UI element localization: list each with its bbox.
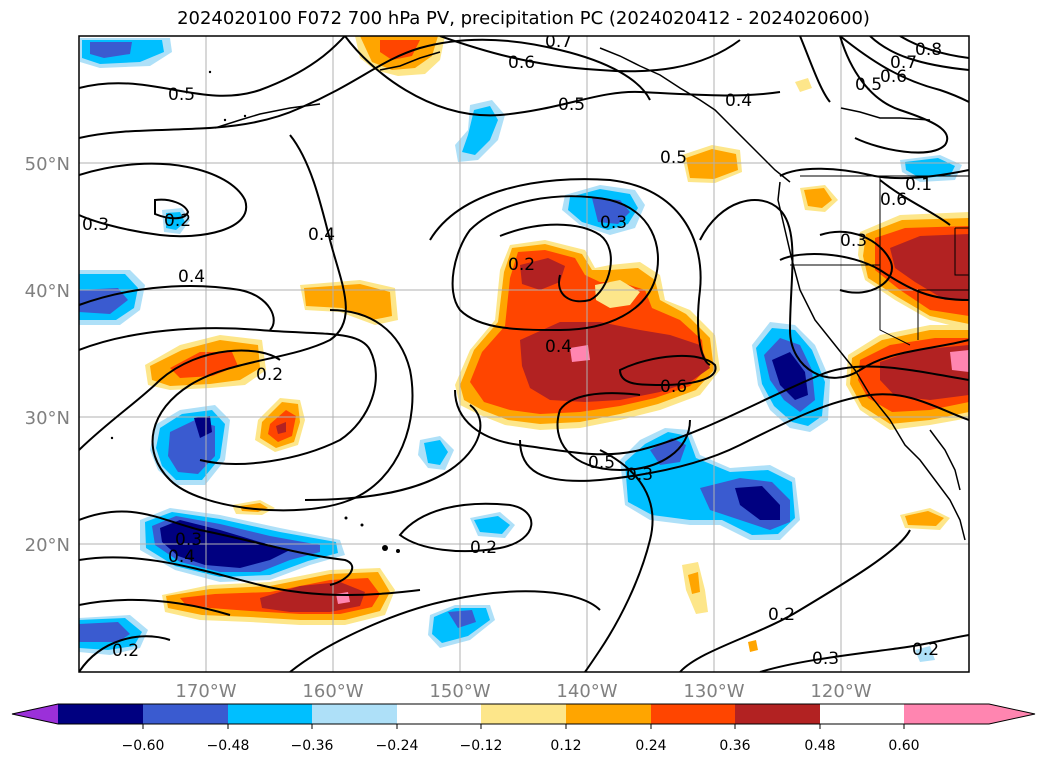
contour-label: 0.3 <box>840 231 867 251</box>
colorbar-swatch <box>397 704 481 724</box>
lon-label: 140°W <box>556 681 617 702</box>
islands <box>110 70 400 553</box>
contour-label: 0.1 <box>905 175 932 195</box>
precip-shading <box>79 36 969 662</box>
colorbar-tick-label: −0.12 <box>460 738 503 754</box>
map-border <box>78 35 970 673</box>
colorbar-tick-label: 0.48 <box>804 738 835 754</box>
colorbar: −0.60 −0.48 −0.36 −0.24 −0.12 0.12 0.24 … <box>11 703 1036 754</box>
lon-label: 130°W <box>683 681 744 702</box>
contour-label: 0.5 <box>660 148 687 168</box>
contour-label: 0.5 <box>168 85 195 105</box>
contour-label: 0.6 <box>880 67 907 87</box>
gridlines <box>79 36 969 672</box>
lat-label: 30°N <box>25 408 70 429</box>
lon-label: 150°W <box>429 681 490 702</box>
colorbar-ticks <box>142 724 905 729</box>
contour-label: 0.4 <box>725 91 752 111</box>
political-borders <box>790 175 969 346</box>
lon-label: 170°W <box>175 681 236 702</box>
contour-label: 0.2 <box>508 255 535 275</box>
colorbar-tick-label: −0.60 <box>122 738 165 754</box>
contour-label: 0.3 <box>600 213 627 233</box>
map-title: 2024020100 F072 700 hPa PV, precipitatio… <box>177 8 870 29</box>
colorbar-swatch <box>481 704 566 724</box>
contour-label: 0.2 <box>112 641 139 661</box>
colorbar-tick-label: 0.24 <box>635 738 666 754</box>
contour-label: 0.3 <box>626 465 653 485</box>
colorbar-swatch <box>735 704 820 724</box>
contour-label: 0.5 <box>558 95 585 115</box>
lon-label: 160°W <box>302 681 363 702</box>
contour-label: 0.6 <box>880 190 907 210</box>
colorbar-swatch <box>651 704 735 724</box>
contour-label: 0.2 <box>768 605 795 625</box>
lat-label: 50°N <box>25 154 70 175</box>
colorbar-swatch <box>228 704 312 724</box>
contour-label: 0.3 <box>82 215 109 235</box>
colorbar-swatch <box>58 704 143 724</box>
colorbar-swatch <box>312 704 397 724</box>
lon-labels: 170°W 160°W 150°W 140°W 130°W 120°W <box>175 681 871 702</box>
colorbar-tick-label: 0.36 <box>719 738 750 754</box>
contour-label: 0.2 <box>912 640 939 660</box>
lat-label: 20°N <box>25 535 70 556</box>
contour-label: 0.2 <box>470 538 497 558</box>
colorbar-tick-label: 0.12 <box>550 738 581 754</box>
contour-label: 0.8 <box>915 40 942 60</box>
colorbar-extend-left <box>12 704 58 724</box>
contour-label: 0.4 <box>545 337 572 357</box>
lon-label: 120°W <box>810 681 871 702</box>
lat-label: 40°N <box>25 281 70 302</box>
contour-label: 0.6 <box>508 53 535 73</box>
colorbar-extend-right <box>904 704 1035 724</box>
contour-label: 0.4 <box>178 267 205 287</box>
contour-label: 0.2 <box>256 365 283 385</box>
contour-label: 0.6 <box>660 377 687 397</box>
contour-labels: 0.7 0.6 0.5 0.5 0.4 0.8 0.7 0.6 0.5 0.5 … <box>82 32 942 669</box>
coastlines <box>214 47 966 541</box>
contour-label: 0.7 <box>890 53 917 73</box>
contour-label: 0.3 <box>175 530 202 550</box>
pv-contours <box>79 36 969 672</box>
colorbar-tick-label: −0.36 <box>291 738 334 754</box>
contour-label: 0.3 <box>812 649 839 669</box>
colorbar-tick-label: 0.60 <box>888 738 919 754</box>
contour-label: 0.7 <box>545 32 572 52</box>
contour-label: 0.2 <box>164 211 191 231</box>
lat-labels: 50°N 40°N 30°N 20°N <box>25 154 70 556</box>
colorbar-tick-label: −0.24 <box>376 738 419 754</box>
contour-label: 0.5 <box>588 453 615 473</box>
colorbar-swatch <box>143 704 228 724</box>
contour-label: 0.4 <box>168 547 195 567</box>
contour-label: 0.5 <box>855 75 882 95</box>
colorbar-tick-label: −0.48 <box>207 738 250 754</box>
contour-label: 0.4 <box>308 225 335 245</box>
colorbar-outline <box>11 703 1036 725</box>
colorbar-swatch <box>566 704 651 724</box>
